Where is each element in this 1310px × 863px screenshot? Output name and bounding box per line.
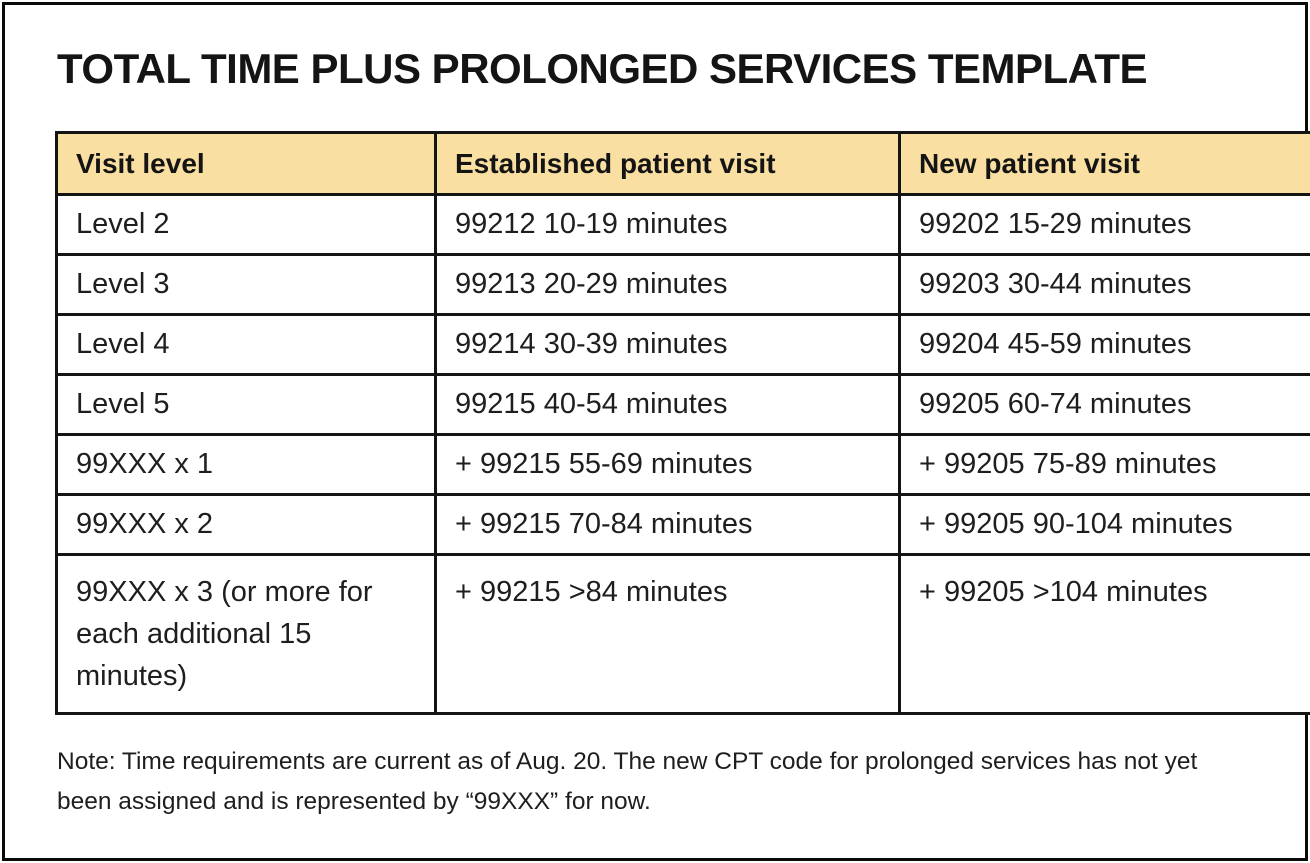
cell-visit-level: 99XXX x 1 xyxy=(55,433,437,496)
cell-new-visit: + 99205 75-89 minutes xyxy=(898,433,1310,496)
cell-visit-level: Level 4 xyxy=(55,313,437,376)
cell-established-visit: + 99215 70-84 minutes xyxy=(434,493,901,556)
table-row-prolonged-x1: 99XXX x 1 + 99215 55-69 minutes + 99205 … xyxy=(55,433,1310,496)
cell-new-visit: 99203 30-44 minutes xyxy=(898,253,1310,316)
cell-visit-level: Level 2 xyxy=(55,193,437,256)
services-table: Visit level Established patient visit Ne… xyxy=(55,131,1310,715)
cell-visit-level: Level 3 xyxy=(55,253,437,316)
column-header-visit-level: Visit level xyxy=(55,131,437,196)
table-row-prolonged-x2: 99XXX x 2 + 99215 70-84 minutes + 99205 … xyxy=(55,493,1310,556)
table-row-level-2: Level 2 99212 10-19 minutes 99202 15-29 … xyxy=(55,193,1310,256)
table-row-level-5: Level 5 99215 40-54 minutes 99205 60-74 … xyxy=(55,373,1310,436)
cell-established-visit: 99212 10-19 minutes xyxy=(434,193,901,256)
table-row-level-4: Level 4 99214 30-39 minutes 99204 45-59 … xyxy=(55,313,1310,376)
cell-established-visit: 99215 40-54 minutes xyxy=(434,373,901,436)
cell-established-visit: 99213 20-29 minutes xyxy=(434,253,901,316)
cell-established-visit: 99214 30-39 minutes xyxy=(434,313,901,376)
cell-visit-level: Level 5 xyxy=(55,373,437,436)
column-header-established-patient-visit: Established patient visit xyxy=(434,131,901,196)
cell-new-visit: 99205 60-74 minutes xyxy=(898,373,1310,436)
cell-new-visit: + 99205 90-104 minutes xyxy=(898,493,1310,556)
cell-new-visit: 99202 15-29 minutes xyxy=(898,193,1310,256)
cell-visit-level: 99XXX x 2 xyxy=(55,493,437,556)
column-header-new-patient-visit: New patient visit xyxy=(898,131,1310,196)
page-title: TOTAL TIME PLUS PROLONGED SERVICES TEMPL… xyxy=(57,45,1148,92)
cell-new-visit: + 99205 >104 minutes xyxy=(898,553,1310,715)
table-header-row: Visit level Established patient visit Ne… xyxy=(55,131,1310,196)
table-row-prolonged-x3: 99XXX x 3 (or more for each additional 1… xyxy=(55,553,1310,715)
cell-established-visit: + 99215 55-69 minutes xyxy=(434,433,901,496)
cell-established-visit: + 99215 >84 minutes xyxy=(434,553,901,715)
table-row-level-3: Level 3 99213 20-29 minutes 99203 30-44 … xyxy=(55,253,1310,316)
cell-new-visit: 99204 45-59 minutes xyxy=(898,313,1310,376)
cell-visit-level: 99XXX x 3 (or more for each additional 1… xyxy=(55,553,437,715)
footnote: Note: Time requirements are current as o… xyxy=(57,748,1198,815)
